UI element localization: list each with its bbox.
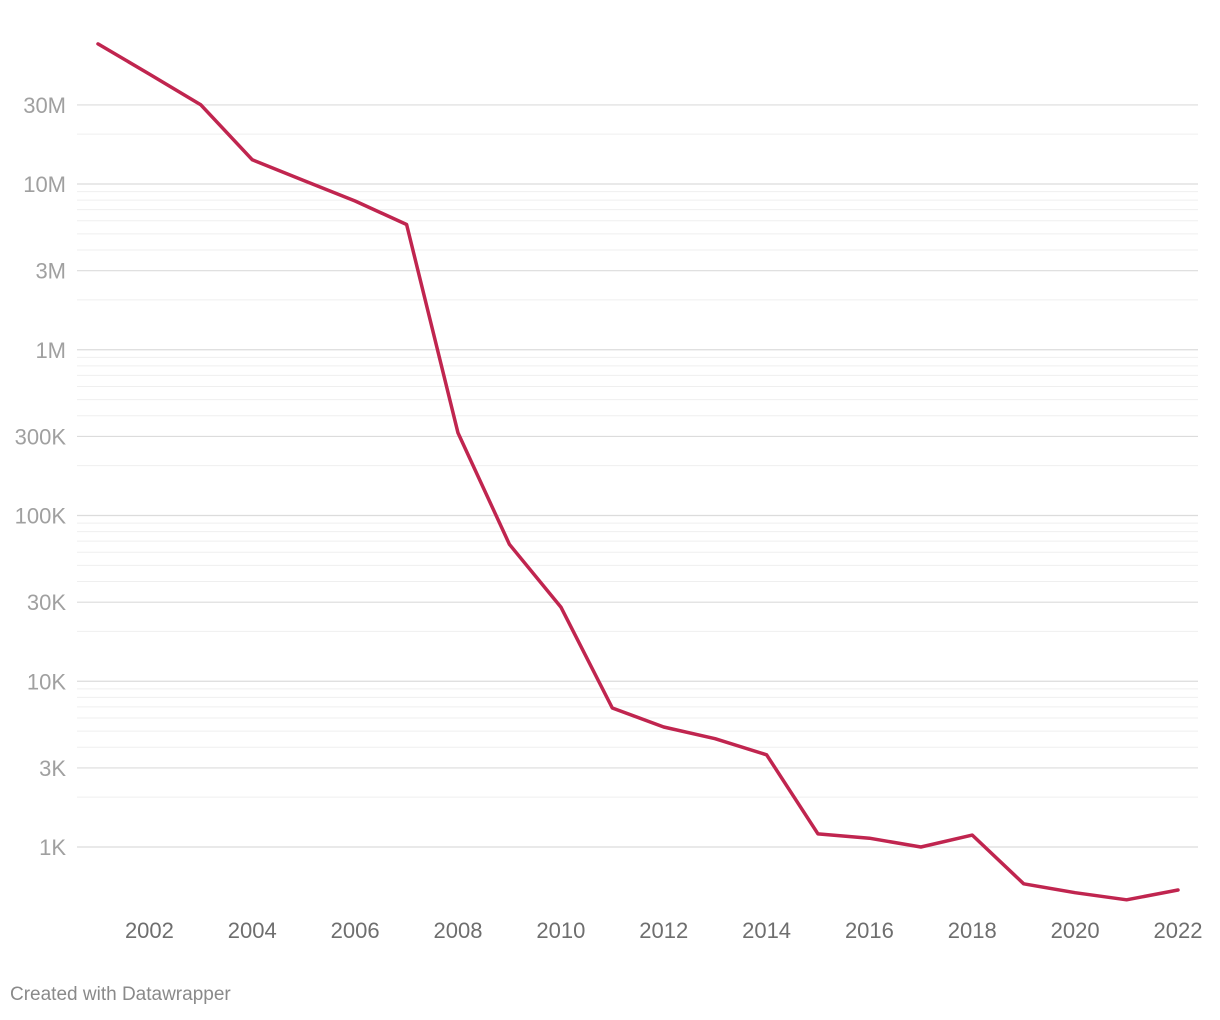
x-tick-label: 2004 <box>228 918 277 943</box>
y-tick-label: 30M <box>23 93 66 118</box>
series-lines <box>96 42 1180 902</box>
x-tick-label: 2022 <box>1154 918 1203 943</box>
y-tick-label: 1K <box>39 835 66 860</box>
y-tick-label: 300K <box>15 424 67 449</box>
y-tick-label: 10K <box>27 669 66 694</box>
y-axis-tick-labels: 30M 10M 3M 1M 300K 100K 30K 10K 3K 1K <box>15 93 67 860</box>
x-tick-label: 2020 <box>1051 918 1100 943</box>
x-tick-label: 2018 <box>948 918 997 943</box>
y-tick-label: 3M <box>35 259 66 284</box>
footer-credit: Created with Datawrapper <box>10 984 231 1005</box>
x-tick-label: 2010 <box>536 918 585 943</box>
x-tick-label: 2014 <box>742 918 791 943</box>
x-tick-label: 2002 <box>125 918 174 943</box>
y-tick-label: 100K <box>15 504 67 529</box>
x-tick-label: 2006 <box>331 918 380 943</box>
x-tick-label: 2012 <box>639 918 688 943</box>
y-tick-label: 1M <box>35 338 66 363</box>
y-tick-label: 10M <box>23 172 66 197</box>
x-axis-tick-labels: 2002 2004 2006 2008 2010 2012 2014 2016 2018 2020… <box>125 918 1203 943</box>
grid-lines <box>77 104 1198 848</box>
series-line <box>96 42 1180 902</box>
y-tick-label: 30K <box>27 590 66 615</box>
y-tick-label: 3K <box>39 756 66 781</box>
x-tick-label: 2008 <box>434 918 483 943</box>
x-tick-label: 2016 <box>845 918 894 943</box>
